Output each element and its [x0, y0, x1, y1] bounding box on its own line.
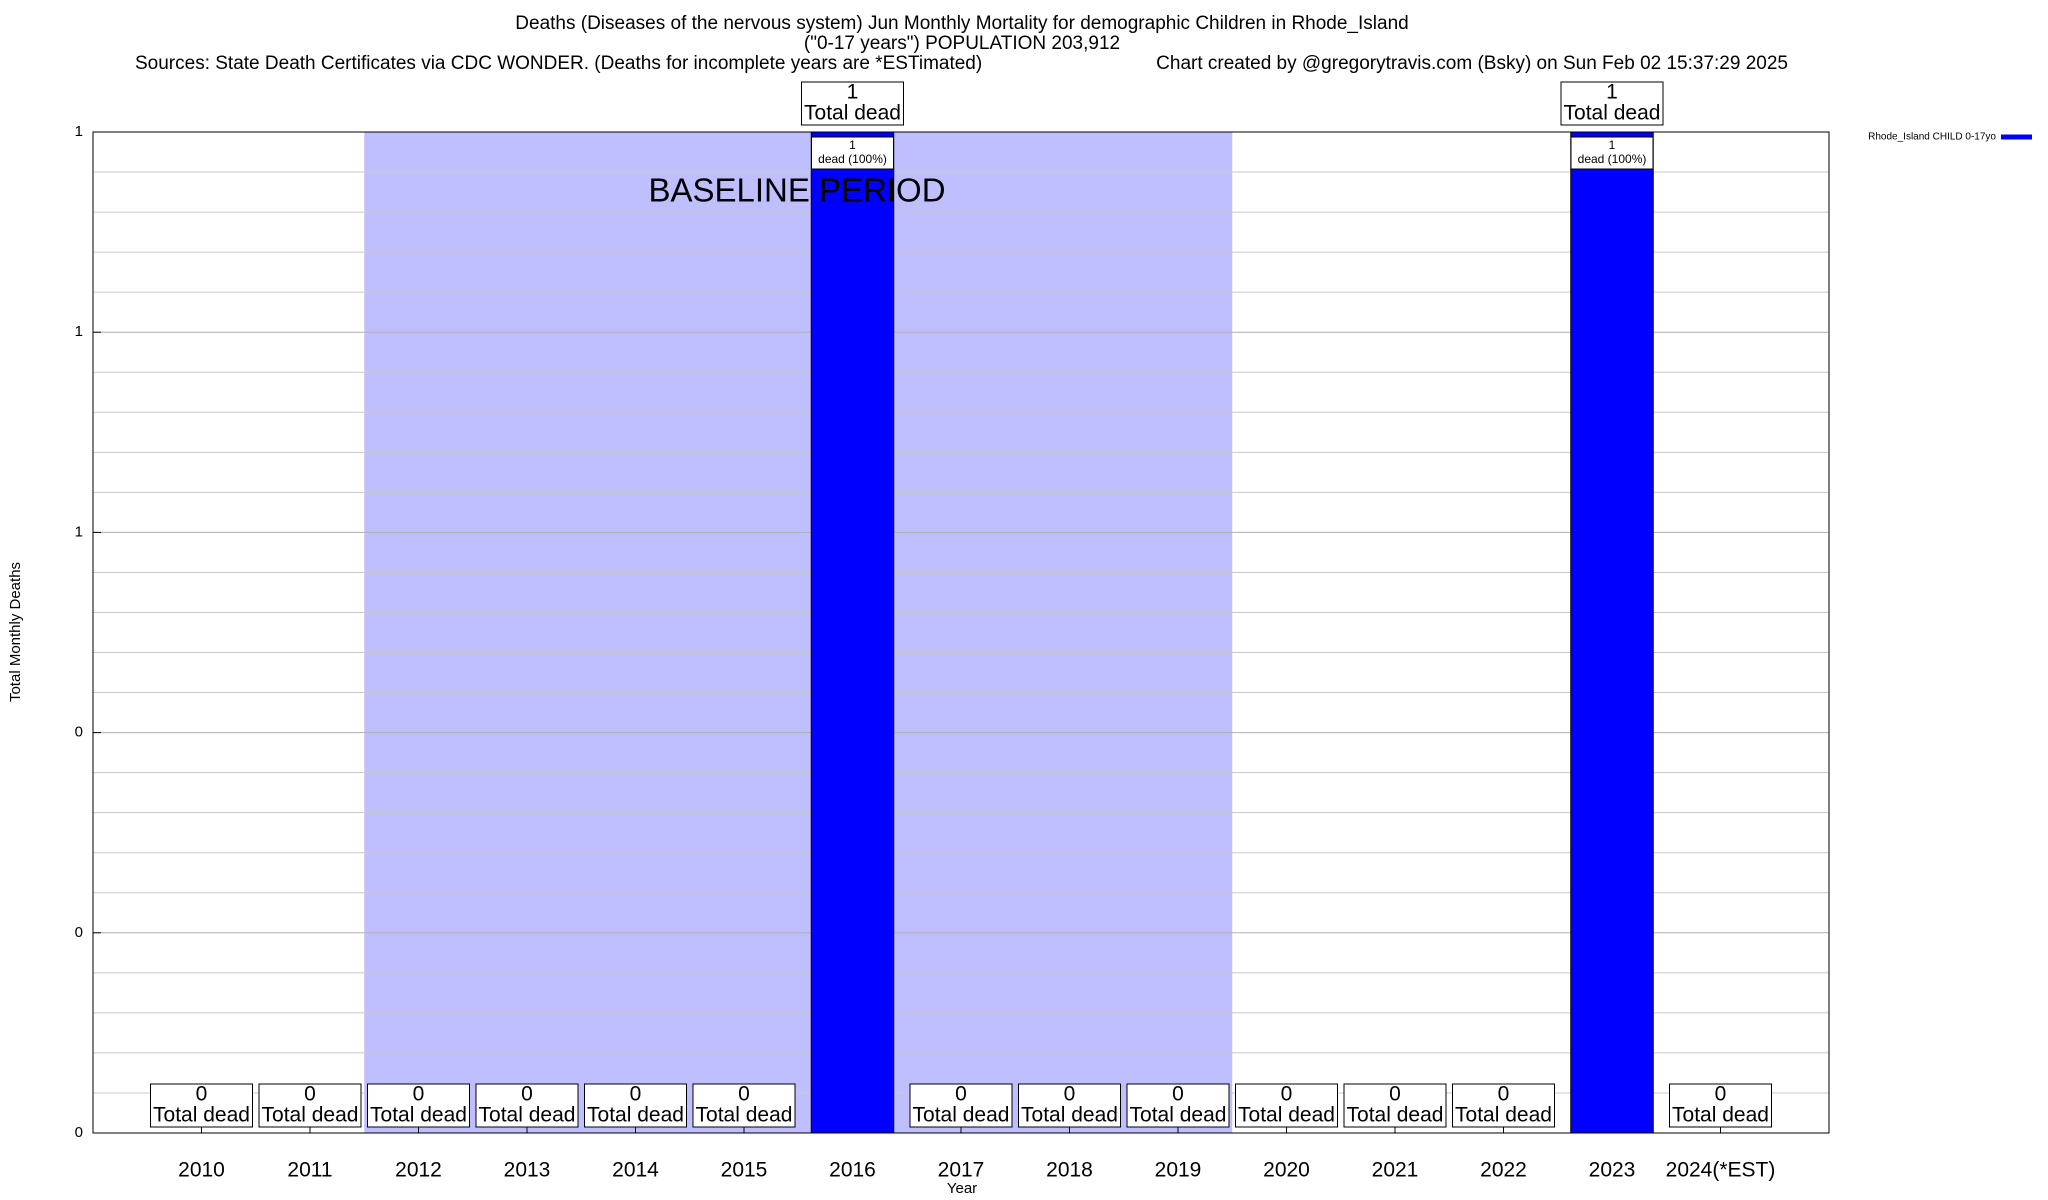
total-label-text: Total dead	[1564, 102, 1661, 125]
total-label-value: 0	[413, 1083, 425, 1106]
chart-subtitle: ("0-17 years") POPULATION 203,912	[804, 33, 1120, 54]
x-tick-label: 2013	[504, 1159, 551, 1182]
x-tick-label: 2017	[938, 1159, 985, 1182]
total-label-value: 0	[521, 1083, 533, 1106]
total-label-value: 0	[630, 1083, 642, 1106]
total-label-box	[1560, 81, 1664, 126]
total-label-value: 0	[1715, 1083, 1727, 1106]
x-tick-label: 2016	[829, 1159, 876, 1182]
x-tick-label: 2011	[287, 1159, 332, 1182]
y-tick-label: 0	[75, 724, 83, 741]
total-label-text: Total dead	[370, 1104, 467, 1127]
total-label-box	[1669, 1083, 1772, 1128]
total-label-text: Total dead	[262, 1104, 359, 1127]
total-label-box	[1452, 1083, 1555, 1128]
total-label-box	[150, 1083, 253, 1128]
total-label-box	[1018, 1083, 1121, 1128]
legend-label: Rhode_Island CHILD 0-17yo	[1868, 132, 1996, 143]
total-label-box	[258, 1083, 362, 1128]
total-label-value: 1	[1606, 81, 1618, 104]
total-label-text: Total dead	[1130, 1104, 1227, 1127]
total-label-text: Total dead	[1021, 1104, 1118, 1127]
x-tick-label: 2010	[178, 1159, 225, 1182]
total-label-value: 0	[1498, 1083, 1510, 1106]
total-label-value: 0	[304, 1083, 316, 1106]
total-label-box	[1235, 1083, 1338, 1128]
total-label-text: Total dead	[479, 1104, 576, 1127]
x-axis-title: Year	[947, 1180, 977, 1197]
x-tick-label: 2014	[612, 1159, 659, 1182]
x-tick-label: 2020	[1263, 1159, 1310, 1182]
total-label-value: 1	[847, 81, 859, 104]
chart-credit: Chart created by @gregorytravis.com (Bsk…	[1156, 53, 1788, 74]
plot-frame	[92, 131, 1830, 1134]
bar	[810, 131, 895, 1134]
x-tick-label: 2015	[721, 1159, 768, 1182]
total-label-box	[367, 1083, 470, 1128]
total-label-value: 0	[1389, 1083, 1401, 1106]
share-label-value: 1	[849, 138, 856, 152]
baseline-label: BASELINE PERIOD	[648, 172, 945, 209]
total-label-value: 0	[1064, 1083, 1076, 1106]
y-tick-label: 0	[75, 1124, 83, 1141]
baseline-shade	[364, 132, 1233, 1133]
x-tick-label: 2012	[395, 1159, 442, 1182]
total-label-text: Total dead	[1455, 1104, 1552, 1127]
x-tick-label: 2022	[1480, 1159, 1527, 1182]
total-label-value: 0	[955, 1083, 967, 1106]
total-label-box	[909, 1083, 1013, 1128]
total-label-box	[475, 1083, 579, 1128]
x-tick-label: 2019	[1155, 1159, 1202, 1182]
share-label-text: dead (100%)	[1578, 152, 1647, 166]
y-tick-label: 1	[75, 123, 83, 140]
total-label-text: Total dead	[696, 1104, 793, 1127]
share-label-box	[811, 136, 894, 170]
total-label-box	[1126, 1083, 1230, 1128]
total-label-text: Total dead	[913, 1104, 1010, 1127]
x-tick-label: 2024(*EST)	[1666, 1159, 1776, 1182]
total-label-box	[584, 1083, 687, 1128]
total-label-text: Total dead	[1347, 1104, 1444, 1127]
total-label-box	[801, 81, 904, 126]
total-label-text: Total dead	[804, 102, 901, 125]
share-label-value: 1	[1609, 138, 1616, 152]
chart-title: Deaths (Diseases of the nervous system) …	[515, 13, 1408, 34]
total-label-value: 0	[1172, 1083, 1184, 1106]
total-label-value: 0	[1281, 1083, 1293, 1106]
bar	[1570, 131, 1654, 1134]
y-axis-title: Total Monthly Deaths	[7, 562, 24, 702]
total-label-value: 0	[738, 1083, 750, 1106]
x-tick-label: 2021	[1372, 1159, 1419, 1182]
total-label-text: Total dead	[153, 1104, 250, 1127]
total-label-value: 0	[196, 1083, 208, 1106]
x-tick-label: 2023	[1589, 1159, 1636, 1182]
y-tick-label: 1	[75, 323, 83, 340]
share-label-text: dead (100%)	[818, 152, 887, 166]
total-label-box	[692, 1083, 796, 1128]
y-tick-label: 0	[75, 924, 83, 941]
x-tick-label: 2018	[1046, 1159, 1093, 1182]
total-label-text: Total dead	[587, 1104, 684, 1127]
total-label-box	[1343, 1083, 1447, 1128]
y-tick-label: 1	[75, 523, 83, 540]
total-label-text: Total dead	[1672, 1104, 1769, 1127]
share-label-box	[1570, 136, 1654, 170]
chart-source: Sources: State Death Certificates via CD…	[135, 53, 982, 74]
total-label-text: Total dead	[1238, 1104, 1335, 1127]
